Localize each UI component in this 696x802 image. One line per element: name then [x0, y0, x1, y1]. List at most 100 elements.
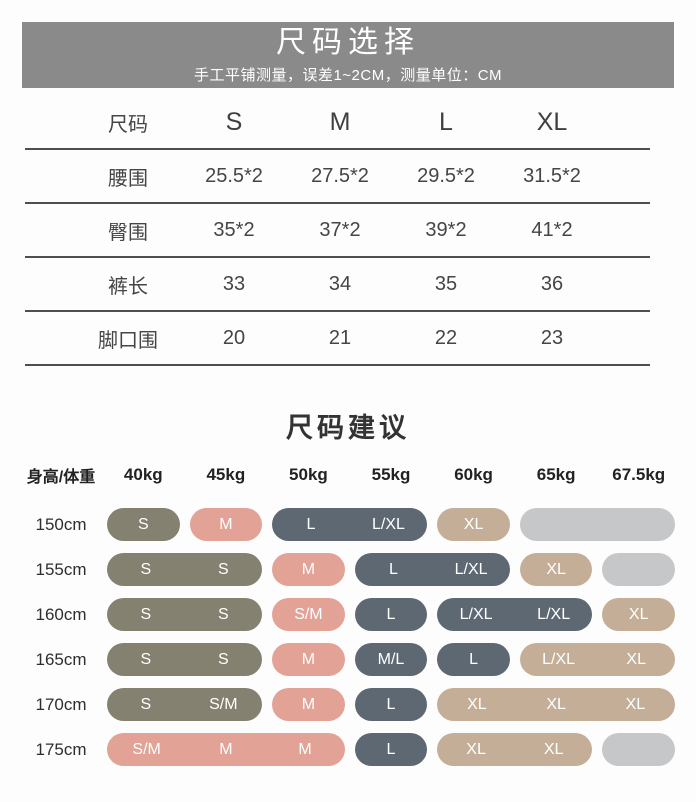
advice-row: 175cm S/M M M L XL XL: [20, 727, 680, 772]
height-label: 160cm: [35, 604, 87, 624]
size-pill: [519, 508, 675, 541]
table-row: 脚口围 20 21 22 23: [25, 312, 650, 366]
size-select-subtitle: 手工平铺测量，误差1~2CM，测量单位：CM: [193, 66, 503, 84]
size-pill-label: M/L: [377, 651, 405, 668]
size-pill-label: M: [298, 741, 312, 758]
weight-header: 60kg: [454, 465, 493, 484]
size-select-title: 尺码选择: [276, 25, 420, 59]
size-pill-label: S: [140, 606, 152, 623]
size-pill: L: [354, 598, 428, 631]
size-pill-label: XL: [467, 696, 487, 713]
size-pill-label: S: [137, 516, 149, 533]
size-pill: M: [189, 508, 263, 541]
size-pill-label: S: [218, 651, 229, 668]
size-pill-label: S: [140, 696, 152, 713]
size-pill-label: XL: [463, 516, 484, 533]
size-pill: L L/XL: [272, 508, 428, 541]
height-label: 150cm: [35, 514, 87, 534]
size-column-header: S: [225, 107, 243, 136]
measure-label: 脚口围: [98, 329, 158, 352]
size-pill: [602, 733, 675, 766]
measure-label: 臀围: [108, 221, 148, 244]
measure-value: 23: [540, 326, 564, 349]
size-table: 尺码 S M L XL 腰围 25.5*2 27.5*2 29.5*2 31.5*2 臀围 35*2 3…: [25, 96, 650, 366]
advice-row: 165cm S S M M/L L L/XL XL: [20, 637, 680, 682]
size-pill-label: M: [301, 651, 316, 668]
size-pill-label: L: [389, 561, 398, 578]
size-pill-label: XL: [546, 696, 566, 713]
size-pill: XL: [519, 553, 593, 586]
size-table-corner-label: 尺码: [108, 113, 148, 136]
size-pill-label: XL: [543, 741, 564, 758]
size-pill-label: S: [140, 561, 152, 578]
measure-value: 20: [222, 326, 246, 349]
size-column-header: M: [329, 107, 351, 136]
size-pill-label: XL: [628, 606, 649, 623]
advice-row: 155cm S S M L L/XL XL: [20, 547, 680, 592]
size-pill: L: [354, 733, 428, 766]
size-pill: S S/M: [107, 688, 263, 721]
measure-label: 裤长: [108, 275, 148, 298]
size-pill-label: M: [219, 741, 233, 758]
height-label: 155cm: [35, 559, 87, 579]
table-row: 臀围 35*2 37*2 39*2 41*2: [25, 204, 650, 258]
size-pill: M: [272, 643, 345, 676]
measure-value: 35*2: [213, 218, 255, 241]
size-pill-label: XL: [546, 561, 566, 578]
size-pill: M/L: [354, 643, 428, 676]
size-pill: S: [107, 508, 180, 541]
weight-header: 45kg: [206, 465, 246, 484]
height-label: 165cm: [35, 649, 87, 669]
size-pill-label: S: [218, 606, 229, 623]
size-pill: M: [272, 553, 345, 586]
size-pill-label: S: [218, 561, 229, 578]
size-pill: L L/XL: [354, 553, 510, 586]
size-advice-matrix: 身高/体重 40kg 45kg 50kg 55kg 60kg 65kg 67.5kg 150c…: [20, 456, 680, 772]
size-pill-label: XL: [625, 696, 646, 713]
size-select-banner: 尺码选择 手工平铺测量，误差1~2CM，测量单位：CM: [22, 22, 674, 88]
measure-value: 33: [222, 272, 246, 295]
advice-header-row: 身高/体重 40kg 45kg 50kg 55kg 60kg 65kg 67.5kg: [20, 456, 680, 494]
size-pill-label: L/XL: [459, 606, 493, 623]
size-pill-label: L: [386, 741, 396, 758]
measure-value: 29.5*2: [417, 164, 475, 187]
size-pill: [602, 553, 675, 586]
size-pill-label: S/M: [294, 606, 323, 623]
size-table-header-row: 尺码 S M L XL: [25, 96, 650, 150]
advice-row: 170cm S S/M M L XL XL XL: [20, 682, 680, 727]
measure-value: 25.5*2: [205, 164, 263, 187]
size-pill: S/M: [272, 598, 345, 631]
weight-header: 50kg: [289, 465, 328, 484]
size-pill-label: L: [469, 651, 479, 668]
height-label: 175cm: [35, 739, 87, 759]
height-label: 170cm: [35, 694, 87, 714]
size-pill: XL: [437, 508, 510, 541]
weight-header: 67.5kg: [612, 465, 666, 484]
advice-row: 150cm S M L L/XL XL: [20, 502, 680, 547]
size-pill-label: S/M: [209, 696, 238, 713]
size-pill-label: XL: [466, 741, 486, 758]
size-advice-title: 尺码建议: [286, 413, 410, 443]
size-pill: S/M M M: [107, 733, 345, 766]
size-pill-label: L/XL: [372, 516, 405, 533]
size-column-header: XL: [536, 107, 568, 136]
size-pill: L: [437, 643, 510, 676]
size-pill-label: M: [219, 516, 233, 533]
size-pill: M: [272, 688, 345, 721]
size-pill-label: L/XL: [454, 561, 488, 578]
measure-value: 27.5*2: [311, 164, 369, 187]
measure-value: 31.5*2: [523, 164, 581, 187]
weight-header: 40kg: [123, 465, 163, 484]
size-pill: XL: [602, 598, 675, 631]
measure-value: 41*2: [531, 218, 573, 241]
size-pill-label: XL: [626, 651, 646, 668]
size-column-header: L: [439, 107, 453, 136]
measure-value: 39*2: [425, 218, 467, 241]
size-pill: L/XL XL: [519, 643, 675, 676]
height-weight-corner-label: 身高/体重: [26, 469, 96, 486]
size-pill-label: L/XL: [542, 651, 576, 668]
measure-value: 34: [328, 272, 352, 295]
size-pill-label: S/M: [132, 741, 161, 758]
